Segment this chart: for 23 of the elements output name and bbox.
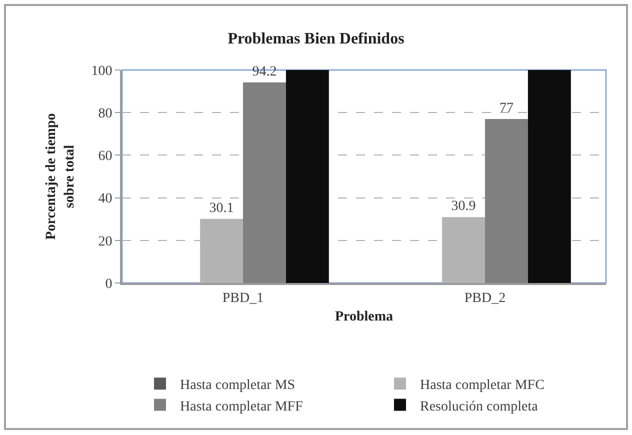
chart-title: Problemas Bien Definidos [228,30,404,48]
bar [528,70,571,283]
y-tick-label: 60 [98,149,112,164]
legend-label: Hasta completar MFF [180,399,304,414]
legend-label: Hasta completar MFC [420,378,544,394]
legend-label: Resolución completa [420,399,539,414]
x-tick-label: PBD_2 [464,290,506,306]
data-label: 30.1 [209,200,234,216]
x-tick-label: PBD_1 [222,290,264,306]
y-tick-label: 40 [98,192,112,207]
y-axis-title: Porcentaje de tiempo sobre total [44,113,78,240]
bar [243,82,286,283]
y-tick-label: 80 [98,106,112,122]
x-axis-title: Problema [334,310,394,325]
legend-label: Hasta completar MS [180,378,296,394]
y-tick-label: 0 [105,276,112,292]
data-label: 77 [499,100,514,116]
bar [485,118,528,283]
y-tick-label: 100 [91,64,112,79]
data-label: 30.9 [451,199,476,214]
bar [286,70,329,283]
bar [442,217,485,283]
y-tick-label: 20 [98,234,112,250]
